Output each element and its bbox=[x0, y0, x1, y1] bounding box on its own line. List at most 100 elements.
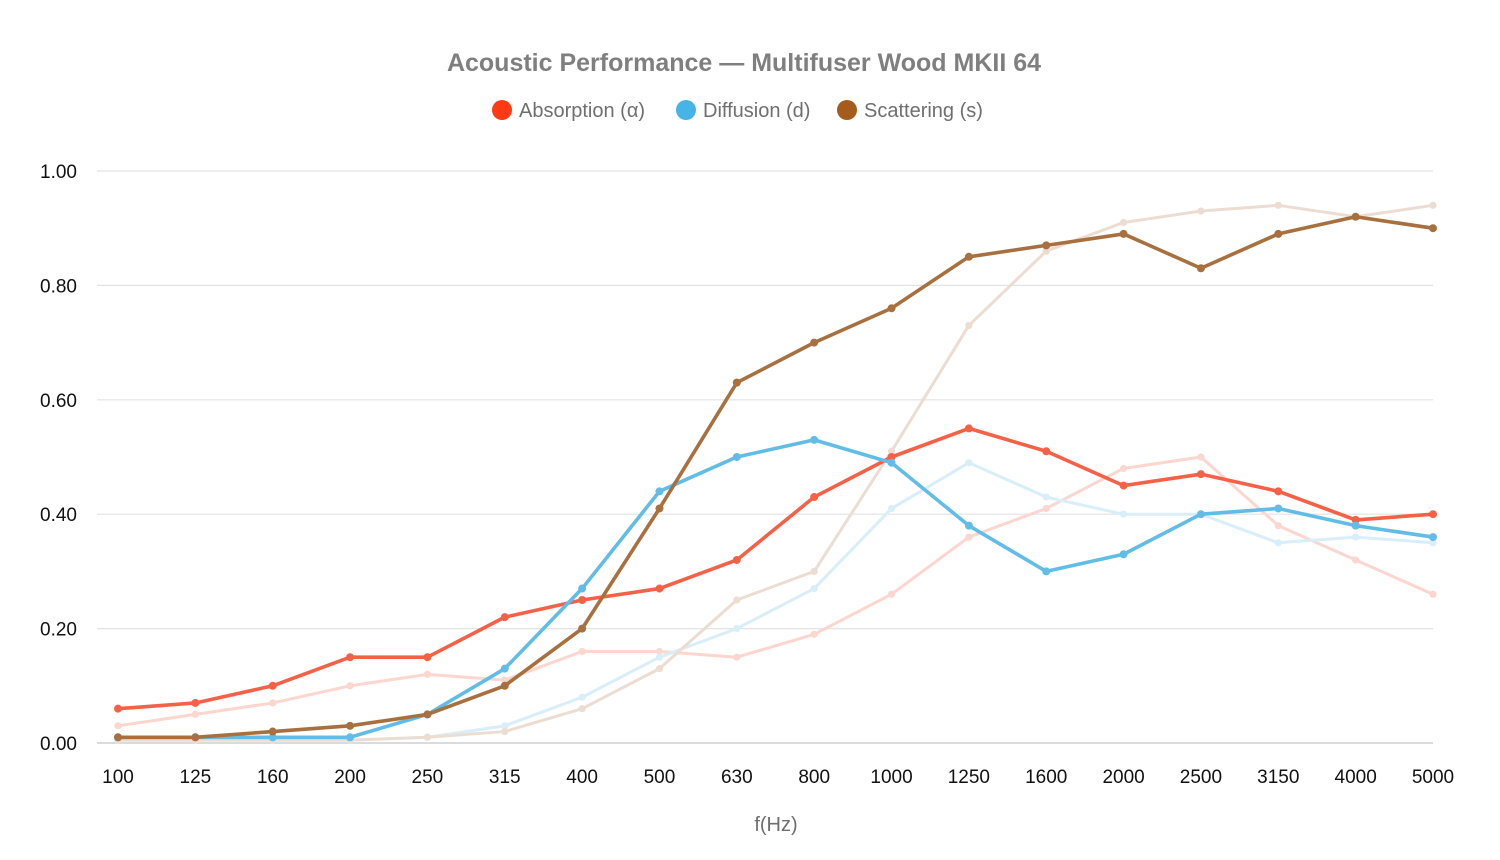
background-series-point[interactable] bbox=[1429, 539, 1437, 547]
background-series-point[interactable] bbox=[1119, 218, 1128, 227]
background-series-point[interactable] bbox=[114, 722, 122, 730]
background-series-point[interactable] bbox=[965, 321, 973, 330]
background-series-point[interactable] bbox=[1352, 533, 1360, 541]
series-absorption-point[interactable] bbox=[500, 613, 509, 622]
series-diffusion-point[interactable] bbox=[964, 521, 973, 530]
series-diffusion-point[interactable] bbox=[887, 458, 896, 467]
series-scattering-point[interactable] bbox=[887, 304, 896, 313]
series-diffusion-point[interactable] bbox=[732, 453, 741, 461]
background-series-point[interactable] bbox=[269, 699, 277, 707]
series-diffusion-point[interactable] bbox=[655, 487, 664, 496]
series-absorption-point[interactable] bbox=[114, 704, 122, 713]
background-series-point[interactable] bbox=[578, 693, 586, 701]
series-absorption-point[interactable] bbox=[964, 424, 973, 433]
series-scattering-point[interactable] bbox=[964, 252, 973, 261]
series-absorption-point[interactable] bbox=[578, 596, 587, 604]
background-series-point[interactable] bbox=[1042, 504, 1050, 513]
background-series-point[interactable] bbox=[1274, 522, 1282, 530]
x-tick-label: 100 bbox=[102, 767, 134, 788]
series-scattering-point[interactable] bbox=[655, 504, 664, 513]
series-diffusion-point[interactable] bbox=[268, 733, 277, 742]
series-diffusion-point[interactable] bbox=[500, 664, 509, 673]
background-series-point[interactable] bbox=[733, 596, 741, 604]
series-diffusion-point[interactable] bbox=[1274, 504, 1283, 513]
series-scattering-point[interactable] bbox=[578, 624, 587, 633]
series-scattering-point[interactable] bbox=[114, 733, 122, 742]
series-diffusion-point[interactable] bbox=[1429, 533, 1437, 542]
series-scattering-point[interactable] bbox=[268, 727, 277, 736]
background-series-point[interactable] bbox=[655, 647, 664, 656]
background-series-point[interactable] bbox=[1274, 539, 1282, 547]
series-diffusion-line bbox=[116, 438, 1435, 740]
background-series-point[interactable] bbox=[1042, 247, 1050, 255]
series-absorption-point[interactable] bbox=[1274, 487, 1283, 496]
background-series-point[interactable] bbox=[191, 710, 199, 719]
series-scattering-point[interactable] bbox=[346, 721, 355, 730]
series-diffusion-point[interactable] bbox=[810, 435, 819, 444]
series-absorption-point[interactable] bbox=[268, 681, 277, 690]
background-series-point[interactable] bbox=[1119, 464, 1128, 473]
background-series-point[interactable] bbox=[346, 682, 354, 690]
background-series-point[interactable] bbox=[887, 504, 896, 513]
series-absorption-point[interactable] bbox=[1196, 470, 1205, 479]
series-diffusion-point[interactable] bbox=[1042, 567, 1051, 576]
background-series-point[interactable] bbox=[1274, 201, 1282, 209]
background-series-point[interactable] bbox=[1429, 590, 1437, 598]
background-series-point[interactable] bbox=[578, 705, 586, 713]
legend-item-scattering[interactable]: Scattering (s) bbox=[837, 100, 983, 122]
series-absorption-point[interactable] bbox=[810, 493, 819, 502]
background-series-point[interactable] bbox=[655, 665, 664, 673]
series-absorption-point[interactable] bbox=[423, 653, 432, 662]
series-absorption-point[interactable] bbox=[1351, 515, 1360, 524]
background-series-point[interactable] bbox=[423, 733, 432, 741]
series-absorption-point[interactable] bbox=[1042, 447, 1051, 456]
background-series-point[interactable] bbox=[423, 670, 432, 678]
series-diffusion-point[interactable] bbox=[1196, 510, 1205, 519]
background-series-point[interactable] bbox=[1429, 201, 1437, 209]
series-diffusion-point[interactable] bbox=[1351, 521, 1360, 530]
background-series-point[interactable] bbox=[578, 647, 586, 656]
background-series-point[interactable] bbox=[655, 653, 664, 661]
background-series-point[interactable] bbox=[810, 630, 818, 638]
series-diffusion-point[interactable] bbox=[578, 584, 587, 593]
series-scattering-point[interactable] bbox=[500, 681, 509, 690]
background-series-point[interactable] bbox=[965, 533, 973, 541]
background-series-point[interactable] bbox=[733, 625, 741, 633]
background-series-point[interactable] bbox=[1352, 556, 1360, 564]
background-series-point[interactable] bbox=[1119, 510, 1128, 518]
background-series-point[interactable] bbox=[1042, 493, 1050, 501]
series-scattering-point[interactable] bbox=[810, 338, 819, 347]
series-diffusion-point[interactable] bbox=[1119, 550, 1128, 559]
series-scattering-point[interactable] bbox=[191, 733, 200, 742]
series-scattering-point[interactable] bbox=[732, 378, 741, 387]
background-series-point[interactable] bbox=[810, 584, 818, 593]
background-series-point[interactable] bbox=[810, 567, 818, 576]
series-scattering-point[interactable] bbox=[1274, 229, 1283, 238]
series-scattering-point[interactable] bbox=[1042, 241, 1051, 250]
series-scattering-point[interactable] bbox=[1351, 212, 1360, 221]
series-scattering-point[interactable] bbox=[1119, 229, 1128, 238]
series-scattering-point[interactable] bbox=[1429, 224, 1437, 233]
background-series-point[interactable] bbox=[1197, 453, 1205, 461]
legend-item-diffusion[interactable]: Diffusion (d) bbox=[676, 100, 810, 122]
background-series-point[interactable] bbox=[887, 590, 896, 598]
series-scattering-point[interactable] bbox=[423, 710, 432, 719]
series-absorption-point[interactable] bbox=[655, 584, 664, 593]
series-absorption-point[interactable] bbox=[346, 653, 355, 662]
series-diffusion-point[interactable] bbox=[346, 733, 355, 742]
series-absorption-point[interactable] bbox=[887, 453, 896, 461]
series-absorption-point[interactable] bbox=[191, 698, 200, 707]
background-series-point[interactable] bbox=[1197, 207, 1205, 215]
background-series-point[interactable] bbox=[887, 447, 896, 455]
series-absorption-point[interactable] bbox=[1119, 481, 1128, 490]
legend-item-absorption[interactable]: Absorption (α) bbox=[492, 100, 645, 122]
series-absorption-point[interactable] bbox=[732, 555, 741, 564]
series-scattering-point[interactable] bbox=[1196, 264, 1205, 273]
background-series-point[interactable] bbox=[965, 459, 973, 467]
background-series-point[interactable] bbox=[501, 676, 509, 684]
background-series-point[interactable] bbox=[733, 653, 741, 661]
background-series-point[interactable] bbox=[501, 727, 509, 736]
background-series-point[interactable] bbox=[501, 722, 509, 730]
series-absorption-point[interactable] bbox=[1429, 510, 1437, 519]
